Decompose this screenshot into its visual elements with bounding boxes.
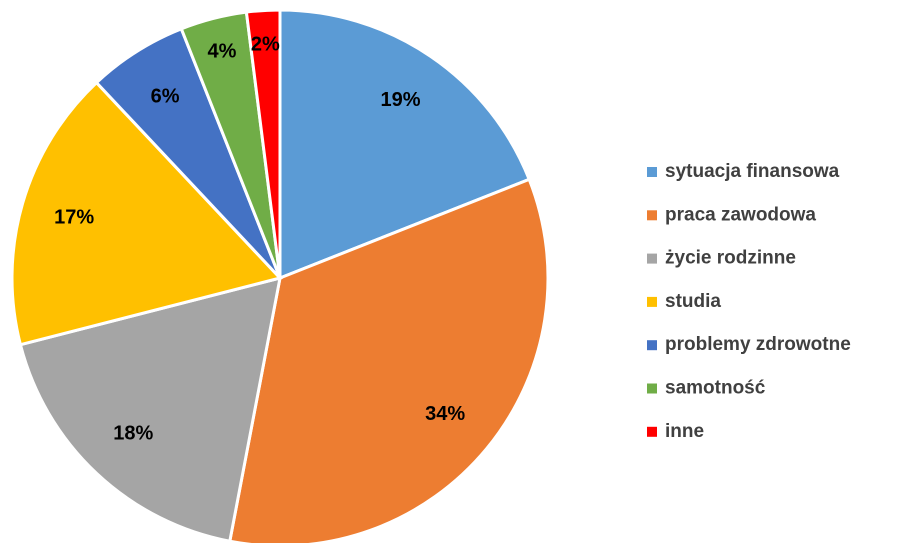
legend-label: życie rodzinne xyxy=(665,248,796,269)
data-label: 2% xyxy=(251,34,280,56)
legend-label: problemy zdrowotne xyxy=(665,334,851,355)
data-label: 18% xyxy=(113,423,153,445)
legend-swatch xyxy=(647,383,657,394)
legend-swatch xyxy=(647,210,657,221)
legend-label: sytuacja finansowa xyxy=(665,161,840,182)
pie-slice xyxy=(278,8,532,281)
legend-swatch xyxy=(647,296,657,307)
legend-label: inne xyxy=(665,421,704,442)
legend-label: samotność xyxy=(665,378,766,399)
legend-label: praca zawodowa xyxy=(665,204,816,225)
legend-swatch xyxy=(647,253,657,264)
legend-swatch xyxy=(647,340,657,351)
legend-swatch xyxy=(647,426,657,437)
data-label: 19% xyxy=(380,89,420,111)
pie-slice xyxy=(244,8,282,279)
pie-slice xyxy=(18,275,282,543)
legend-swatch xyxy=(647,167,657,177)
data-label: 34% xyxy=(425,403,465,425)
legend-label: studia xyxy=(665,291,721,312)
data-label: 17% xyxy=(54,206,94,228)
pie-slice xyxy=(10,80,283,347)
pie-slice xyxy=(228,177,550,543)
data-label: 6% xyxy=(151,85,180,107)
data-label: 4% xyxy=(208,40,237,62)
